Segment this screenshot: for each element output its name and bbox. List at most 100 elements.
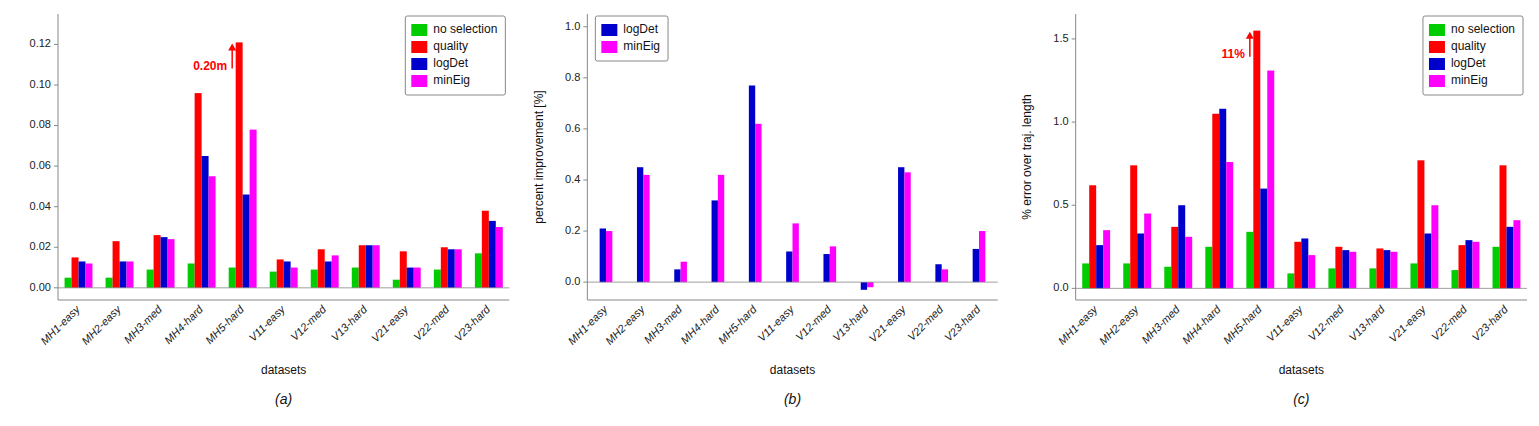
- legend-swatch: [1429, 41, 1445, 53]
- x-tick-label: MH4-hard: [678, 302, 722, 346]
- legend-label: no selection: [433, 22, 497, 36]
- bar: [352, 268, 359, 288]
- bar: [979, 231, 985, 282]
- bar: [637, 167, 643, 282]
- x-tick-label: MH3-med: [641, 302, 684, 345]
- bar: [786, 251, 792, 282]
- bar: [147, 270, 154, 288]
- x-tick-label: V23-hard: [942, 302, 983, 343]
- bar: [681, 262, 687, 282]
- bar: [1390, 252, 1397, 289]
- bar: [106, 278, 113, 288]
- bar: [284, 261, 291, 287]
- bar: [1130, 165, 1137, 288]
- bar: [1424, 233, 1431, 288]
- bar: [1185, 237, 1192, 289]
- bar: [1294, 242, 1301, 289]
- legend-swatch: [411, 41, 427, 53]
- y-tick: [1072, 288, 1076, 289]
- y-tick-label: 1.0: [1053, 115, 1068, 127]
- legend-swatch: [1429, 75, 1445, 87]
- y-tick-label: 0.0: [1053, 281, 1068, 293]
- x-tick-label: MH2-easy: [1097, 302, 1142, 347]
- annotation-arrow-head: [228, 43, 236, 50]
- bar: [1082, 263, 1089, 288]
- legend-swatch: [411, 75, 427, 87]
- y-tick: [583, 77, 587, 78]
- bar: [65, 278, 72, 288]
- bar: [674, 269, 680, 282]
- bar: [1287, 273, 1294, 288]
- y-tick-label: 0.10: [30, 78, 51, 90]
- bar: [236, 42, 243, 287]
- x-tick-label: V21-easy: [867, 302, 909, 344]
- y-axis-line: [1075, 14, 1076, 300]
- annotation-text: 11%: [1221, 47, 1245, 61]
- bar: [1431, 205, 1438, 288]
- bar: [72, 257, 79, 287]
- x-tick-label: MH4-hard: [1180, 302, 1224, 346]
- bar: [1417, 160, 1424, 288]
- x-tick-label: V22-med: [411, 302, 452, 343]
- y-tick-label: 0.8: [565, 71, 580, 83]
- bar: [1506, 227, 1513, 289]
- bar: [291, 268, 298, 288]
- panel: 0.00.20.40.60.81.0MH1-easyMH2-easyMH3-me…: [532, 14, 998, 407]
- bar: [1369, 268, 1376, 288]
- x-tick-label: V23-hard: [452, 302, 493, 343]
- bar: [935, 264, 941, 282]
- y-tick-label: 0.12: [30, 37, 51, 49]
- x-tick-label: V11-easy: [246, 302, 288, 344]
- bar: [455, 249, 462, 288]
- annotation: 11%: [1221, 32, 1253, 61]
- bar: [434, 270, 441, 288]
- panel-caption: (a): [275, 391, 292, 407]
- bar: [1383, 250, 1390, 288]
- zero-line: [1076, 288, 1527, 289]
- bar: [861, 282, 867, 290]
- bar: [1096, 245, 1103, 288]
- y-axis-line: [58, 14, 59, 300]
- bar: [441, 247, 448, 288]
- bar: [393, 280, 400, 288]
- legend-label: no selection: [1451, 22, 1515, 36]
- legend-box: [405, 16, 505, 95]
- x-tick-label: V13-hard: [830, 302, 871, 343]
- y-tick: [54, 125, 58, 126]
- bar: [867, 282, 873, 287]
- y-tick-label: 0.00: [30, 281, 51, 293]
- x-tick-label: MH1-easy: [1056, 302, 1101, 347]
- x-tick-label: MH4-hard: [162, 302, 206, 346]
- x-tick-label: V13-hard: [329, 302, 370, 343]
- bar: [1144, 214, 1151, 289]
- bar: [243, 195, 250, 288]
- x-tick-label: MH3-med: [1139, 302, 1182, 345]
- x-axis-line: [1076, 300, 1527, 301]
- legend: logDetminEig: [595, 16, 668, 61]
- bar: [1246, 232, 1253, 289]
- x-tick-label: MH5-hard: [716, 302, 760, 346]
- panel: 0.000.020.040.060.080.100.12MH1-easyMH2-…: [30, 14, 510, 407]
- y-tick-label: 0.6: [565, 122, 580, 134]
- legend-label: quality: [433, 39, 468, 53]
- x-tick-label: V12-med: [793, 302, 834, 343]
- x-axis-label: datasets: [1279, 363, 1324, 377]
- bar: [973, 249, 979, 282]
- bar: [898, 167, 904, 282]
- bar: [1089, 185, 1096, 288]
- bar: [1452, 270, 1459, 288]
- bar: [643, 175, 649, 282]
- legend-swatch: [411, 58, 427, 70]
- y-tick: [583, 231, 587, 232]
- x-axis-label: datasets: [770, 363, 815, 377]
- legend-label: minEig: [433, 73, 470, 87]
- legend-label: logDet: [1451, 56, 1486, 70]
- x-tick-label: V23-hard: [1469, 302, 1510, 343]
- bar: [1513, 220, 1520, 288]
- bar: [359, 245, 366, 288]
- y-tick-label: 0.0: [565, 275, 580, 287]
- y-tick-label: 0.4: [565, 173, 580, 185]
- annotation-arrow-head: [1246, 32, 1254, 39]
- y-tick: [54, 84, 58, 85]
- bar: [482, 211, 489, 288]
